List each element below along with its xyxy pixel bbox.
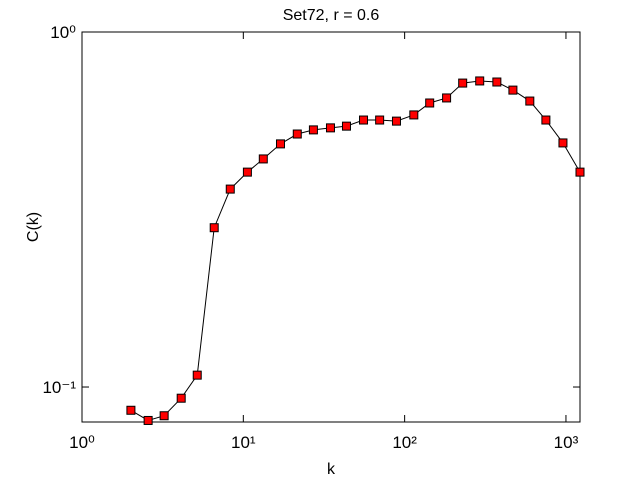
y-axis-label: C(k) [25,212,42,242]
data-point [192,370,202,380]
data-point [292,129,302,139]
plot-area [81,31,581,423]
data-point [375,115,385,125]
data-point [391,116,401,126]
data-point [143,415,153,425]
data-point [442,93,452,103]
data-point [176,393,186,403]
x-axis-label: k [327,461,336,478]
data-point [209,223,219,233]
y-tick-label: 10⁻¹ [42,378,76,397]
data-point [308,125,318,135]
data-point [558,138,568,148]
data-point [341,121,351,131]
data-point [525,96,535,106]
data-point [409,110,419,120]
x-tick-label: 10¹ [231,433,256,452]
data-point [425,98,435,108]
data-point [475,76,485,86]
data-line [130,80,581,422]
data-point [508,85,518,95]
data-point [126,405,136,415]
x-tick-label: 10³ [554,433,579,452]
data-point [492,77,502,87]
x-tick-label: 10² [392,433,417,452]
x-tick-label: 10⁰ [69,433,95,452]
data-point [325,123,335,133]
y-tick-label: 10⁰ [50,23,76,42]
data-point [541,115,551,125]
data-point [242,167,252,177]
data-point [258,154,268,164]
data-point [458,78,468,88]
chart-title: Set72, r = 0.6 [283,7,380,24]
data-point [225,184,235,194]
data-point [275,139,285,149]
data-point [575,167,585,177]
data-point [359,115,369,125]
data-point [159,411,169,421]
